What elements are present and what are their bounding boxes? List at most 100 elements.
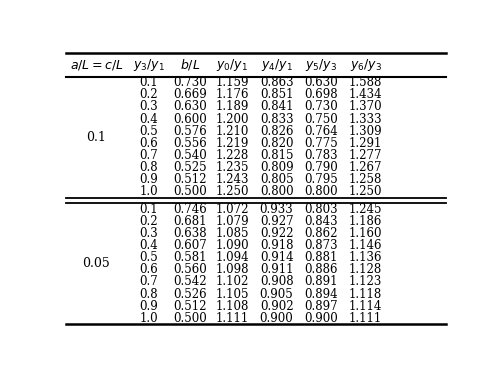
Text: 0.4: 0.4 <box>140 112 158 125</box>
Text: 0.914: 0.914 <box>260 251 294 264</box>
Text: 0.2: 0.2 <box>140 215 158 228</box>
Text: 0.556: 0.556 <box>174 137 208 150</box>
Text: 1.0: 1.0 <box>140 312 158 325</box>
Text: 0.815: 0.815 <box>260 149 294 162</box>
Text: 1.267: 1.267 <box>349 161 382 174</box>
Text: 0.7: 0.7 <box>140 276 158 289</box>
Text: 1.160: 1.160 <box>349 227 382 240</box>
Text: 0.500: 0.500 <box>174 186 208 198</box>
Text: 0.669: 0.669 <box>174 88 208 101</box>
Text: 0.8: 0.8 <box>140 161 158 174</box>
Text: 1.176: 1.176 <box>216 88 249 101</box>
Text: 0.512: 0.512 <box>174 300 207 313</box>
Text: 0.783: 0.783 <box>304 149 338 162</box>
Text: 0.873: 0.873 <box>304 239 338 252</box>
Text: 0.681: 0.681 <box>174 215 207 228</box>
Text: 1.072: 1.072 <box>216 203 249 216</box>
Text: 0.6: 0.6 <box>140 263 158 276</box>
Text: 1.333: 1.333 <box>349 112 382 125</box>
Text: 0.525: 0.525 <box>174 161 207 174</box>
Text: 0.809: 0.809 <box>260 161 294 174</box>
Text: 0.927: 0.927 <box>260 215 294 228</box>
Text: 0.3: 0.3 <box>140 101 158 114</box>
Text: 1.111: 1.111 <box>349 312 382 325</box>
Text: 0.607: 0.607 <box>174 239 208 252</box>
Text: 0.905: 0.905 <box>260 288 294 301</box>
Text: 0.862: 0.862 <box>304 227 338 240</box>
Text: $b/L$: $b/L$ <box>180 57 201 72</box>
Text: 0.891: 0.891 <box>304 276 338 289</box>
Text: 0.630: 0.630 <box>174 101 208 114</box>
Text: 0.841: 0.841 <box>260 101 294 114</box>
Text: 0.820: 0.820 <box>260 137 294 150</box>
Text: 1.245: 1.245 <box>349 203 382 216</box>
Text: 0.2: 0.2 <box>140 88 158 101</box>
Text: 1.243: 1.243 <box>216 173 249 186</box>
Text: 1.219: 1.219 <box>216 137 248 150</box>
Text: 0.5: 0.5 <box>140 125 158 138</box>
Text: 0.800: 0.800 <box>304 186 338 198</box>
Text: 1.370: 1.370 <box>349 101 382 114</box>
Text: 0.902: 0.902 <box>260 300 294 313</box>
Text: 0.576: 0.576 <box>174 125 208 138</box>
Text: 1.588: 1.588 <box>349 76 382 89</box>
Text: 0.886: 0.886 <box>304 263 338 276</box>
Text: 1.250: 1.250 <box>349 186 382 198</box>
Text: 0.1: 0.1 <box>86 131 106 144</box>
Text: 1.258: 1.258 <box>349 173 382 186</box>
Text: 1.114: 1.114 <box>349 300 382 313</box>
Text: 0.1: 0.1 <box>140 203 158 216</box>
Text: 1.090: 1.090 <box>215 239 249 252</box>
Text: 1.146: 1.146 <box>349 239 382 252</box>
Text: 0.526: 0.526 <box>174 288 207 301</box>
Text: 0.9: 0.9 <box>140 173 158 186</box>
Text: 1.118: 1.118 <box>349 288 382 301</box>
Text: 1.128: 1.128 <box>349 263 382 276</box>
Text: 0.5: 0.5 <box>140 251 158 264</box>
Text: $a/L = c/L$: $a/L = c/L$ <box>70 58 123 72</box>
Text: $y_6/y_3$: $y_6/y_3$ <box>350 57 382 73</box>
Text: 0.764: 0.764 <box>304 125 338 138</box>
Text: 0.908: 0.908 <box>260 276 294 289</box>
Text: $y_0/y_1$: $y_0/y_1$ <box>216 57 248 73</box>
Text: 0.897: 0.897 <box>304 300 338 313</box>
Text: 1.085: 1.085 <box>216 227 249 240</box>
Text: 0.7: 0.7 <box>140 149 158 162</box>
Text: 0.698: 0.698 <box>304 88 338 101</box>
Text: 1.210: 1.210 <box>216 125 248 138</box>
Text: 0.500: 0.500 <box>174 312 208 325</box>
Text: 0.512: 0.512 <box>174 173 207 186</box>
Text: 1.200: 1.200 <box>216 112 249 125</box>
Text: 1.098: 1.098 <box>216 263 249 276</box>
Text: 0.881: 0.881 <box>304 251 338 264</box>
Text: 1.123: 1.123 <box>349 276 382 289</box>
Text: 0.922: 0.922 <box>260 227 294 240</box>
Text: 0.843: 0.843 <box>304 215 338 228</box>
Text: $y_4/y_1$: $y_4/y_1$ <box>260 57 292 73</box>
Text: 1.189: 1.189 <box>216 101 248 114</box>
Text: 0.630: 0.630 <box>304 76 338 89</box>
Text: 0.833: 0.833 <box>260 112 294 125</box>
Text: 1.309: 1.309 <box>349 125 382 138</box>
Text: 0.795: 0.795 <box>304 173 338 186</box>
Text: 0.775: 0.775 <box>304 137 338 150</box>
Text: 0.638: 0.638 <box>174 227 207 240</box>
Text: 1.186: 1.186 <box>349 215 382 228</box>
Text: 1.235: 1.235 <box>216 161 249 174</box>
Text: 1.111: 1.111 <box>216 312 248 325</box>
Text: 1.434: 1.434 <box>349 88 382 101</box>
Text: 1.159: 1.159 <box>216 76 249 89</box>
Text: 1.102: 1.102 <box>216 276 248 289</box>
Text: 0.542: 0.542 <box>174 276 207 289</box>
Text: 0.746: 0.746 <box>174 203 208 216</box>
Text: 0.05: 0.05 <box>82 257 110 270</box>
Text: 1.291: 1.291 <box>349 137 382 150</box>
Text: 0.581: 0.581 <box>174 251 207 264</box>
Text: 0.911: 0.911 <box>260 263 294 276</box>
Text: 1.277: 1.277 <box>349 149 382 162</box>
Text: 0.730: 0.730 <box>174 76 208 89</box>
Text: 0.851: 0.851 <box>260 88 294 101</box>
Text: 1.105: 1.105 <box>216 288 249 301</box>
Text: 0.730: 0.730 <box>304 101 338 114</box>
Text: 0.6: 0.6 <box>140 137 158 150</box>
